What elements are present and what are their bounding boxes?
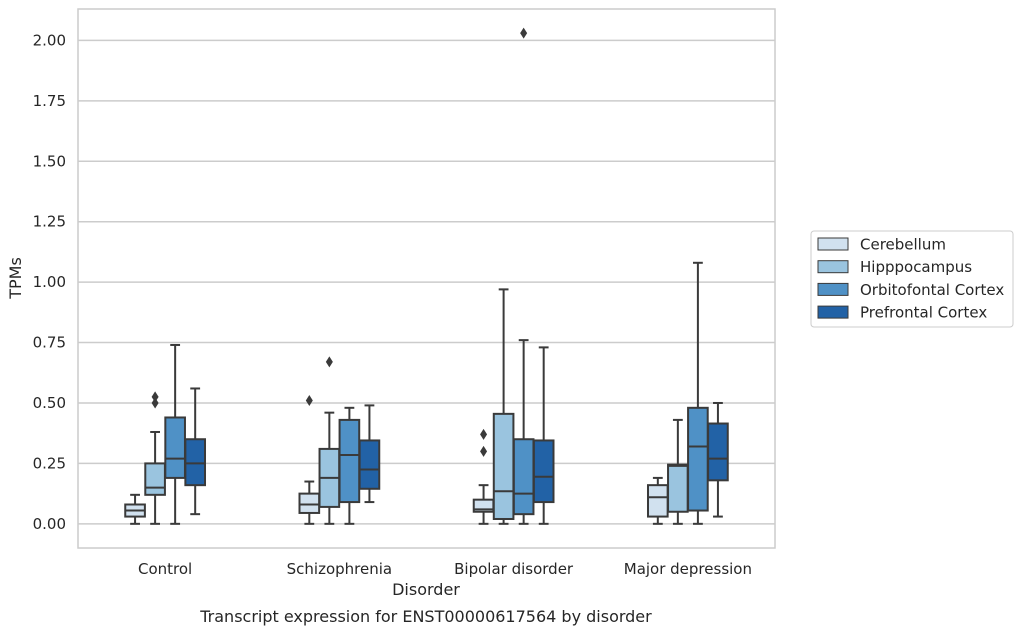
- legend-label: Cerebellum: [860, 236, 946, 254]
- outlier-point: [325, 356, 333, 368]
- box-hipppocampus: [318, 356, 341, 525]
- y-tick-label: 0.00: [33, 515, 66, 533]
- box-iqr: [164, 416, 186, 479]
- legend-label: Hipppocampus: [860, 258, 972, 276]
- box-orbitofontal-cortex: [687, 261, 709, 525]
- box-iqr: [144, 462, 166, 496]
- legend-swatch: [817, 260, 849, 274]
- x-tick-label: Schizophrenia: [287, 560, 392, 578]
- box-orbitofontal-cortex: [164, 343, 186, 525]
- chart-caption: Transcript expression for ENST0000061756…: [199, 607, 652, 626]
- plot-frame: [77, 8, 776, 549]
- y-tick-label: 1.25: [33, 213, 66, 231]
- box-orbitofontal-cortex: [512, 27, 535, 525]
- box-hipppocampus: [144, 391, 166, 525]
- box-iqr: [532, 439, 555, 504]
- box-iqr: [687, 406, 709, 512]
- outlier-point: [151, 397, 159, 409]
- box-orbitofontal-cortex: [338, 406, 361, 525]
- legend-swatch: [817, 282, 849, 296]
- outlier-point: [520, 27, 528, 39]
- y-tick-label: 0.75: [33, 334, 66, 352]
- box-cerebellum: [472, 428, 495, 525]
- legend-swatch: [817, 237, 849, 251]
- y-tick-label: 1.75: [33, 92, 66, 110]
- y-tick-labels: 0.00 0.25 0.50 0.75 1.00 1.25 1.50 1.75 2.00: [33, 31, 66, 532]
- box-iqr: [184, 438, 207, 487]
- box-prefrontal-cortex: [532, 346, 555, 525]
- legend-frame: [810, 230, 1014, 328]
- box-cerebellum: [124, 493, 146, 525]
- y-tick-label: 0.50: [33, 394, 66, 412]
- y-axis-label: TPMs: [6, 257, 25, 300]
- box-iqr: [667, 463, 689, 513]
- legend-label: Prefrontal Cortex: [860, 304, 987, 322]
- box-iqr: [338, 418, 361, 504]
- x-tick-label: Major depression: [624, 560, 752, 578]
- outlier-point: [480, 428, 488, 440]
- box-prefrontal-cortex: [184, 387, 207, 516]
- box-iqr: [646, 484, 669, 518]
- y-tick-label: 2.00: [33, 31, 66, 49]
- x-tick-labels: Control Schizophrenia Bipolar disorder Majo…: [138, 560, 752, 578]
- box-iqr: [298, 492, 321, 514]
- legend-label: Orbitofontal Cortex: [860, 281, 1004, 299]
- legend: Cerebellum Hipppocampus Orbitofontal Corte…: [810, 230, 1014, 328]
- box-hipppocampus: [667, 418, 689, 525]
- y-tick-label: 1.50: [33, 152, 66, 170]
- box-prefrontal-cortex: [707, 401, 729, 518]
- legend-swatch: [817, 305, 849, 319]
- outlier-point: [480, 445, 488, 457]
- outlier-point: [305, 395, 313, 407]
- box-cerebellum: [646, 476, 669, 525]
- box-iqr: [358, 439, 381, 490]
- box-iqr: [512, 438, 535, 516]
- x-axis-label: Disorder: [392, 580, 460, 599]
- y-tick-label: 0.25: [33, 454, 66, 472]
- y-tick-label: 1.00: [33, 273, 66, 291]
- box-hipppocampus: [492, 288, 515, 525]
- x-tick-label: Control: [138, 560, 192, 578]
- box-iqr: [707, 422, 729, 482]
- box-iqr: [492, 412, 515, 520]
- x-tick-label: Bipolar disorder: [454, 560, 574, 578]
- boxes: [124, 27, 729, 525]
- box-cerebellum: [298, 395, 321, 525]
- box-prefrontal-cortex: [358, 404, 381, 504]
- outlier-point: [151, 391, 159, 403]
